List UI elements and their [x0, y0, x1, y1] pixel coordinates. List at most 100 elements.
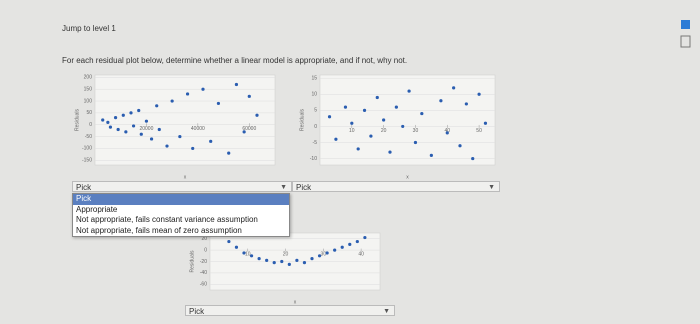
dropdown[interactable]: Pick ▼ [72, 181, 292, 192]
point [363, 235, 367, 240]
point [401, 124, 405, 129]
point [340, 245, 344, 249]
point [249, 254, 254, 258]
x-axis-label: x [184, 174, 187, 180]
point [247, 94, 251, 98]
point [155, 104, 159, 108]
plot-area [319, 74, 496, 166]
point [310, 257, 314, 261]
y-tick-label: 10 [311, 92, 317, 98]
y-tick-label: -100 [82, 146, 92, 152]
point [325, 251, 329, 255]
point [242, 130, 246, 134]
y-tick-label: 0 [89, 122, 92, 128]
point [272, 261, 276, 265]
y-tick-label: 5 [314, 108, 317, 114]
instructions: For each residual plot below, determine … [62, 56, 408, 65]
dropdown-value: Pick [296, 183, 312, 192]
point [407, 89, 411, 93]
y-tick-label: 100 [84, 98, 93, 104]
dropdown-value: Pick [189, 307, 205, 316]
y-tick-label: -40 [200, 270, 207, 276]
y-axis-label: Residuals [189, 250, 195, 272]
option[interactable]: Not appropriate, fails constant variance… [76, 215, 258, 224]
option[interactable]: Pick [73, 194, 289, 205]
option[interactable]: Not appropriate, fails mean of zero assu… [76, 225, 242, 235]
point [350, 121, 354, 125]
point [483, 121, 488, 125]
x-tick-label: 40 [444, 128, 450, 134]
point [471, 156, 475, 161]
point [131, 124, 136, 128]
level-link[interactable]: Jump to level 1 [62, 24, 116, 33]
x-tick-label: 10 [349, 128, 355, 134]
point [139, 132, 143, 136]
point [302, 261, 307, 265]
point [234, 82, 239, 87]
arrow: ▼ [383, 308, 390, 315]
y-tick-label: -150 [82, 158, 92, 164]
point [375, 95, 379, 100]
point [113, 116, 118, 120]
check-icon[interactable] [681, 20, 690, 29]
plot-area [94, 74, 276, 166]
y-tick-label: 200 [84, 75, 93, 81]
x-tick-label: 40000 [191, 126, 205, 132]
point [191, 146, 195, 151]
point [348, 242, 352, 246]
y-tick-label: -50 [85, 134, 92, 140]
arrow: ▼ [280, 184, 287, 191]
point [209, 139, 213, 143]
x-tick-label: 40 [358, 251, 364, 257]
point [178, 134, 182, 139]
point [165, 144, 169, 148]
y-axis-label: Residuals [299, 109, 305, 131]
point [327, 115, 332, 119]
point [439, 99, 443, 103]
point [170, 99, 174, 103]
y-tick-label: 20 [201, 236, 207, 242]
x-tick-label: 30 [413, 128, 419, 134]
point [108, 125, 113, 129]
y-tick-label: 150 [84, 87, 93, 93]
point [265, 258, 269, 262]
point [388, 150, 392, 154]
dropdown[interactable]: Pick ▼ [292, 181, 500, 192]
point [343, 105, 348, 109]
y-tick-label: -10 [310, 156, 317, 162]
point [144, 119, 149, 123]
point [477, 92, 481, 96]
x-tick-label: 20 [381, 128, 387, 134]
y-tick-label: 0 [314, 124, 317, 130]
point [334, 137, 338, 141]
point [185, 92, 190, 96]
point [382, 118, 386, 122]
point [106, 120, 110, 124]
x-tick-label: 20000 [139, 126, 153, 132]
point [362, 108, 367, 112]
point [116, 127, 120, 132]
point [234, 245, 239, 249]
x-axis-label: x [294, 299, 297, 305]
x-tick-label: 60000 [242, 126, 256, 132]
x-tick-label: 10 [245, 251, 251, 257]
option[interactable]: Appropriate [76, 204, 118, 214]
point [287, 262, 291, 266]
dropdown[interactable]: Pick ▼ [185, 305, 395, 316]
point [333, 248, 337, 252]
y-axis-label: Residuals [74, 109, 80, 131]
point [295, 258, 299, 262]
y-tick-label: -20 [200, 259, 207, 265]
point [420, 111, 424, 116]
point [242, 251, 246, 255]
page-icon[interactable] [680, 35, 691, 48]
y-tick-label: 15 [311, 76, 317, 82]
point [137, 108, 141, 113]
y-tick-label: -60 [200, 282, 207, 288]
arrow: ▼ [488, 184, 495, 191]
point [356, 147, 360, 151]
point [452, 86, 456, 90]
side-icons [680, 20, 691, 48]
point [429, 153, 433, 157]
